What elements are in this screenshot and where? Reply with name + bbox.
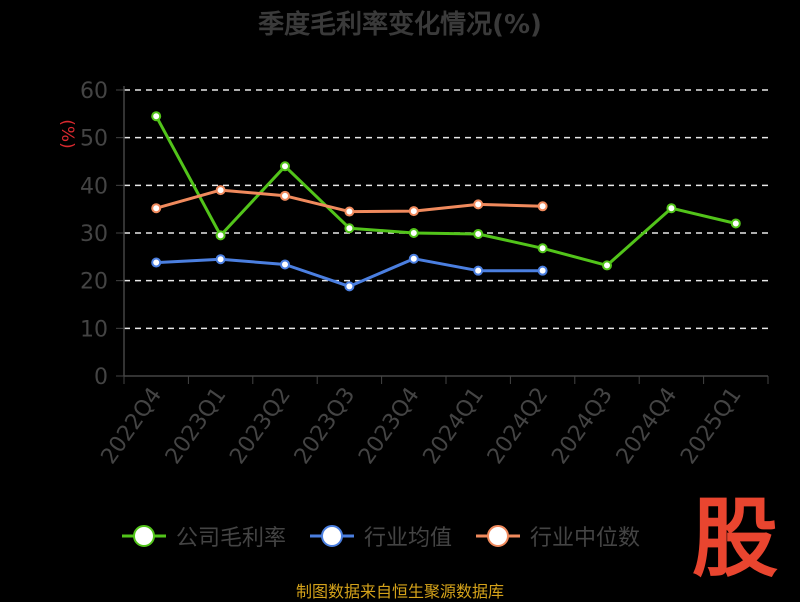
legend-item-industry-avg[interactable]: 行业均值 (308, 520, 452, 552)
series-line-0 (154, 115, 737, 267)
data-point-1 (408, 253, 419, 264)
data-point-0 (280, 161, 290, 172)
y-tick-label: 10 (80, 317, 108, 342)
x-tick-label: 2023Q3 (290, 383, 361, 469)
data-point-0 (730, 218, 741, 229)
data-point-2 (537, 201, 548, 212)
y-tick-label: 40 (80, 174, 108, 199)
source-footer: 制图数据来自恒生聚源数据库 (295, 582, 504, 601)
x-tick-label: 2024Q4 (612, 383, 683, 469)
data-point-1 (473, 265, 484, 276)
x-tick-label: 2022Q4 (97, 383, 168, 469)
data-point-0 (215, 230, 226, 241)
y-axis-label: (%) (57, 119, 77, 148)
data-point-2 (151, 203, 162, 214)
x-tick-label: 2024Q3 (547, 383, 618, 469)
y-tick-label: 0 (94, 365, 108, 390)
chart-title: 季度毛利率变化情况(%) (258, 10, 542, 40)
data-point-0 (602, 260, 612, 271)
data-point-2 (408, 206, 419, 217)
x-tick-label: 2024Q1 (419, 383, 490, 469)
legend-label-industry-avg: 行业均值 (364, 526, 453, 551)
data-point-0 (537, 243, 548, 254)
data-point-0 (151, 111, 162, 122)
x-tick-label: 2025Q1 (676, 383, 747, 469)
y-tick-label: 20 (80, 270, 108, 295)
data-point-0 (473, 228, 484, 239)
legend-marker-company (122, 525, 166, 547)
legend: 公司毛利率 行业均值 行业中位数 (120, 516, 662, 556)
data-point-1 (537, 265, 548, 276)
data-point-1 (344, 281, 355, 292)
y-tick-label: 30 (80, 222, 108, 247)
legend-item-company[interactable]: 公司毛利率 (120, 520, 286, 552)
legend-label-industry-median: 行业中位数 (530, 526, 641, 551)
legend-label-company: 公司毛利率 (176, 526, 287, 551)
data-point-0 (408, 228, 419, 238)
data-point-2 (473, 199, 484, 210)
x-tick-label: 2023Q4 (354, 383, 425, 469)
x-tick-label: 2023Q2 (225, 383, 296, 469)
data-point-1 (215, 254, 226, 265)
data-point-0 (666, 203, 677, 214)
legend-marker-industry-avg (310, 525, 355, 547)
data-point-2 (344, 206, 355, 217)
y-tick-label: 50 (80, 127, 108, 152)
logo-mark: 股 (692, 489, 778, 589)
legend-item-industry-median[interactable]: 行业中位数 (474, 520, 640, 552)
data-point-2 (215, 185, 226, 196)
legend-marker-industry-median (476, 525, 521, 547)
data-point-0 (344, 223, 355, 234)
data-point-1 (151, 257, 162, 268)
y-tick-label: 60 (80, 79, 108, 104)
x-tick-label: 2024Q2 (483, 383, 554, 469)
x-tick-label: 2023Q1 (161, 383, 232, 469)
data-point-2 (280, 190, 290, 201)
data-point-1 (280, 259, 290, 270)
